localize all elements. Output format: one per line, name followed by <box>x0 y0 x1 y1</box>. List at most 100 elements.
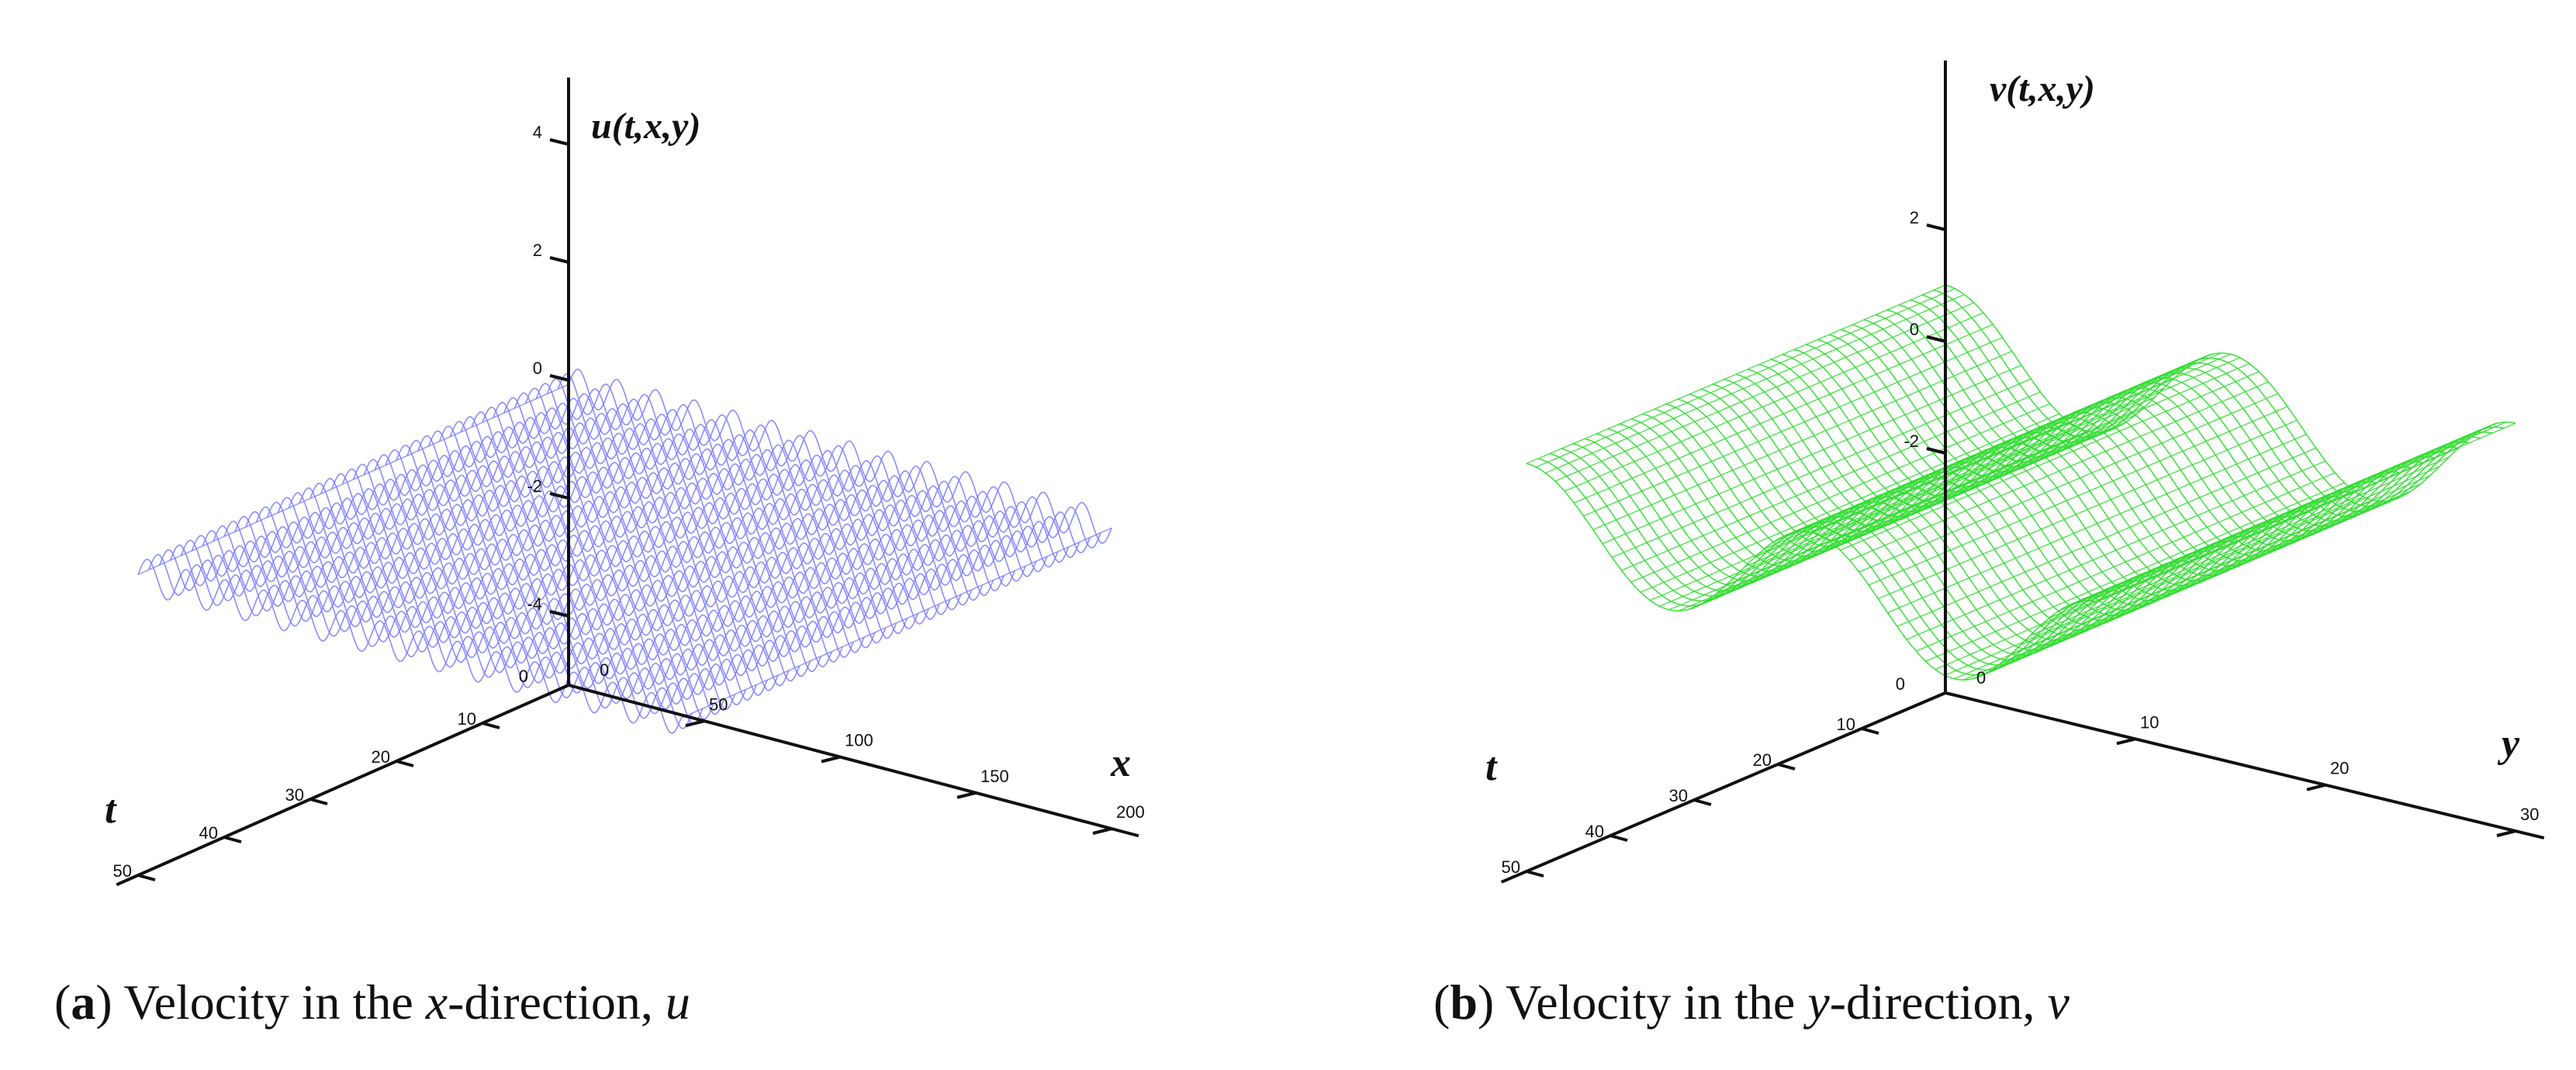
surface-line-h-96 <box>1982 496 2402 676</box>
surface-line-h-70 <box>1859 393 2279 573</box>
surface-line-t-25 <box>299 487 843 663</box>
surface-line-t-17 <box>385 449 929 625</box>
y-tick-label-0: 0 <box>1976 668 1986 687</box>
surface-line-h-72 <box>1868 406 2288 586</box>
z-tick-mark--2 <box>549 492 569 500</box>
x-tick-label-200: 200 <box>1116 802 1145 822</box>
surface-line-t-40 <box>137 558 682 734</box>
surface-line-t-13 <box>427 430 973 606</box>
surface-line-h-12 <box>1583 337 2003 517</box>
surface-line-h-68 <box>1849 381 2269 561</box>
function-label: u(t,x,y) <box>591 106 700 147</box>
surface-line-t-30 <box>245 511 790 687</box>
x-tick-label-50: 50 <box>709 694 728 714</box>
x-tick-label-0: 0 <box>600 660 609 680</box>
z-tick-mark-0 <box>1926 335 1946 343</box>
surface-line-t-18 <box>374 454 919 630</box>
surface-line-h-46 <box>1744 387 2165 567</box>
z-tick-label-2: 2 <box>533 241 542 260</box>
surface-line-t-34 <box>202 530 747 706</box>
caption-a-middle: -direction, <box>448 975 666 1030</box>
surface-line-h-14 <box>1592 350 2013 531</box>
surface-line-t-29 <box>255 506 800 682</box>
t-tick-mark-30 <box>309 798 328 805</box>
t-tick-label-40: 40 <box>1585 822 1604 841</box>
surface-line-h-26 <box>1650 421 2069 601</box>
z-tick-label--2: -2 <box>1903 431 1919 451</box>
t-tick-label-20: 20 <box>372 747 390 767</box>
x-tick-mark-200 <box>1092 827 1112 835</box>
y-tick-label-10: 10 <box>2140 712 2159 732</box>
y-tick-mark-10 <box>2116 737 2136 746</box>
surface-line-h-52 <box>1773 362 2193 543</box>
t-tick-label-30: 30 <box>285 785 304 805</box>
surface-line-h-102 <box>2011 475 2431 655</box>
surface-line-h-98 <box>1992 490 2412 670</box>
surface-line-h-80 <box>1906 460 2326 640</box>
t-tick-mark-50 <box>137 874 156 881</box>
surface-line-t-10 <box>460 416 1005 592</box>
surface-line-h-6 <box>1554 302 1975 482</box>
surface-line-t-6 <box>503 396 1048 573</box>
t-tick-label-20: 20 <box>1753 750 1772 770</box>
caption-a-var: x <box>425 975 448 1030</box>
surface-line-h-18 <box>1612 378 2031 558</box>
caption-a: (a) Velocity in the x-direction, u <box>54 975 690 1030</box>
t-tick-mark-10 <box>1861 727 1879 735</box>
x-axis-line <box>568 684 1139 838</box>
z-tick-label-0: 0 <box>1910 320 1919 339</box>
t-tick-label-50: 50 <box>1502 857 1520 877</box>
t-axis-label: t <box>1485 745 1498 789</box>
surface-line-h-16 <box>1602 365 2022 545</box>
caption-b-middle: -direction, <box>1829 975 2048 1030</box>
caption-b-label: b <box>1450 975 1478 1030</box>
t-tick-label-40: 40 <box>199 823 218 843</box>
surface-line-h-60 <box>1811 353 2231 534</box>
surface-line-h-84 <box>1925 482 2345 662</box>
t-tick-label-10: 10 <box>1837 715 1855 734</box>
surface-line-h-88 <box>1944 496 2364 677</box>
t-tick-mark-40 <box>223 836 242 843</box>
surface-line-t-33 <box>213 525 757 701</box>
surface-line-h-36 <box>1697 427 2117 607</box>
surface-line-h-104 <box>2020 466 2440 646</box>
surface-line-h-74 <box>1878 419 2298 600</box>
y-tick-label-30: 30 <box>2520 805 2539 824</box>
surface-line-h-38 <box>1706 421 2127 601</box>
surface-line-h-112 <box>2058 431 2478 612</box>
t-tick-mark-10 <box>482 722 500 729</box>
z-tick-label--2: -2 <box>527 476 542 496</box>
surface-line-t-2 <box>546 378 1091 554</box>
surface-line-t-21 <box>341 468 887 644</box>
z-tick-mark-2 <box>549 256 569 264</box>
surface-line-t-14 <box>417 435 962 611</box>
surface-line-h-116 <box>2077 423 2497 603</box>
surface-line-h-20 <box>1621 391 2041 571</box>
t-tick-mark-20 <box>1777 763 1796 770</box>
caption-b-prefix: Velocity in the <box>1506 975 1808 1030</box>
caption-a-symbol: u <box>665 975 690 1030</box>
z-tick-mark-4 <box>549 138 569 146</box>
y-tick-label-20: 20 <box>2330 759 2349 778</box>
x-tick-mark-150 <box>956 791 977 799</box>
surface-line-h-420 <box>680 527 1112 719</box>
x-tick-label-150: 150 <box>980 767 1009 786</box>
z-tick-label-2: 2 <box>1910 208 1919 227</box>
surface-line-t-1 <box>557 373 1101 549</box>
surface-line-h-92 <box>1963 500 2383 680</box>
function-label: v(t,x,y) <box>1990 68 2095 109</box>
t-axis-label: t <box>105 788 117 832</box>
z-tick-mark--4 <box>549 610 569 618</box>
caption-a-label: a <box>71 975 96 1030</box>
z-tick-mark--2 <box>1926 447 1946 455</box>
surface-line-t-38 <box>159 549 704 725</box>
surface-line-h-62 <box>1820 357 2241 537</box>
x-tick-label-100: 100 <box>845 731 873 750</box>
t-axis-line <box>1500 691 1946 884</box>
t-tick-mark-50 <box>1526 870 1544 878</box>
z-tick-mark-2 <box>1926 223 1946 231</box>
t-tick-label-0: 0 <box>519 667 528 686</box>
t-tick-mark-40 <box>1610 834 1628 842</box>
